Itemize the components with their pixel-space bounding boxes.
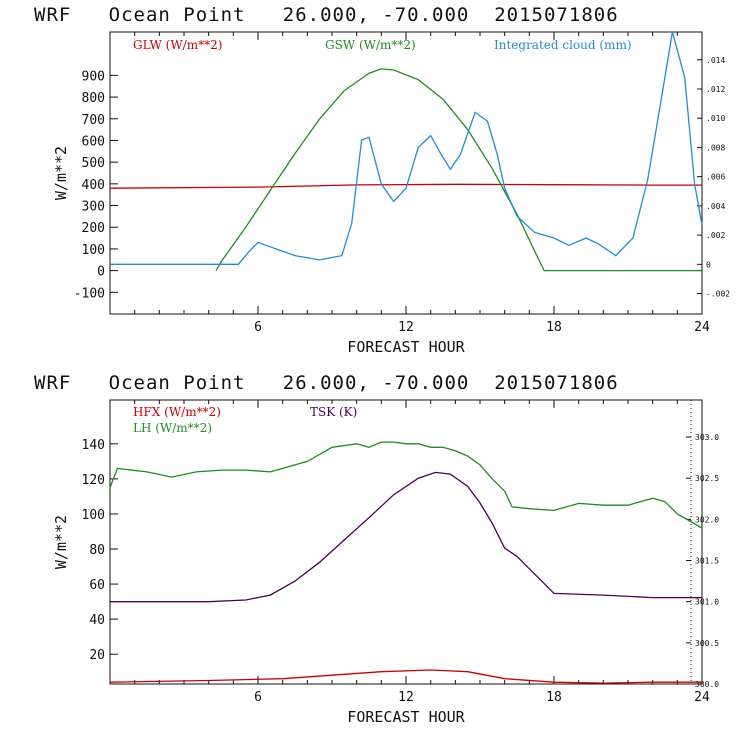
x-tick-label: 6 bbox=[254, 320, 262, 335]
y2-tick-label: .008 bbox=[706, 143, 725, 152]
x-tick-label: 12 bbox=[398, 690, 414, 705]
y2-tick-label: -.002 bbox=[706, 290, 730, 299]
legend-integrated: Integrated cloud (mm) bbox=[494, 38, 632, 52]
x-tick-label: 18 bbox=[546, 320, 562, 335]
y-tick-label: 100 bbox=[82, 243, 105, 258]
x-tick-label: 18 bbox=[546, 690, 562, 705]
x-tick-label: 6 bbox=[254, 690, 262, 705]
y2-tick-label: 302.5 bbox=[695, 474, 719, 483]
y-axis-label: W/m**2 bbox=[52, 146, 70, 200]
y2-tick-label: 300.5 bbox=[695, 639, 719, 648]
y2-tick-label: 301.0 bbox=[695, 598, 719, 607]
y2-tick-label: .004 bbox=[706, 202, 725, 211]
y-tick-label: 140 bbox=[82, 438, 105, 453]
series-line-lh bbox=[109, 441, 703, 529]
chart-1: 6 12 18 24 -100 0 100 200 300 400 500 600 700 800 900 -… bbox=[52, 31, 730, 356]
y-tick-label: -100 bbox=[74, 286, 105, 301]
legend-gsw: GSW (W/m**2) bbox=[325, 38, 416, 52]
y2-tick-label: .002 bbox=[706, 231, 725, 240]
y-tick-label: 0 bbox=[97, 265, 105, 280]
y2-tick-label: 300.0 bbox=[695, 680, 719, 689]
y-tick-label: 120 bbox=[82, 473, 105, 488]
y-tick-label: 20 bbox=[89, 648, 105, 663]
y-tick-label: 500 bbox=[82, 156, 105, 171]
y2-tick-label: 0 bbox=[706, 260, 711, 269]
series-line-hfx bbox=[109, 669, 702, 684]
series-line-tsk bbox=[110, 471, 702, 603]
y-tick-label: 60 bbox=[89, 578, 105, 593]
y-axis-label: W/m**2 bbox=[52, 515, 70, 569]
y2-tick-label: 302.0 bbox=[695, 515, 719, 524]
y2-tick-label: .010 bbox=[706, 114, 725, 123]
y-tick-label: 40 bbox=[89, 613, 105, 628]
y2-tick-label: 301.5 bbox=[695, 557, 719, 566]
y-tick-label: 400 bbox=[82, 178, 105, 193]
y2-tick-label: 303.0 bbox=[695, 433, 719, 442]
y-tick-label: 300 bbox=[82, 200, 105, 215]
legend-tsk: TSK (K) bbox=[310, 405, 357, 419]
y-tick-label: 600 bbox=[82, 134, 105, 149]
y-tick-label: 80 bbox=[89, 543, 105, 558]
legend-glw: GLW (W/m**2) bbox=[133, 38, 222, 52]
x-axis-label: FORECAST HOUR bbox=[347, 708, 465, 726]
y2-tick-label: .014 bbox=[706, 56, 725, 65]
y2-tick-label: .012 bbox=[706, 85, 725, 94]
series-line-glw bbox=[109, 183, 702, 189]
y2-tick-label: .006 bbox=[706, 173, 725, 182]
y-tick-label: 100 bbox=[82, 508, 105, 523]
x-tick-label: 12 bbox=[398, 320, 414, 335]
y-tick-label: 800 bbox=[82, 91, 105, 106]
series-line-integrated bbox=[110, 31, 703, 265]
y-tick-label: 900 bbox=[82, 69, 105, 84]
legend-lh: LH (W/m**2) bbox=[133, 421, 212, 435]
x-tick-label: 24 bbox=[694, 690, 710, 705]
chart-1-title: WRF Ocean Point 26.000, -70.000 20150718… bbox=[34, 4, 619, 26]
x-axis-label: FORECAST HOUR bbox=[347, 338, 465, 356]
y-tick-label: 200 bbox=[82, 221, 105, 236]
chart-2-title: WRF Ocean Point 26.000, -70.000 20150718… bbox=[34, 372, 619, 394]
legend-hfx: HFX (W/m**2) bbox=[133, 405, 221, 419]
plot-frame bbox=[109, 399, 703, 685]
series-line-gsw bbox=[215, 68, 702, 272]
y-tick-label: 700 bbox=[82, 113, 105, 128]
x-tick-label: 24 bbox=[694, 320, 710, 335]
